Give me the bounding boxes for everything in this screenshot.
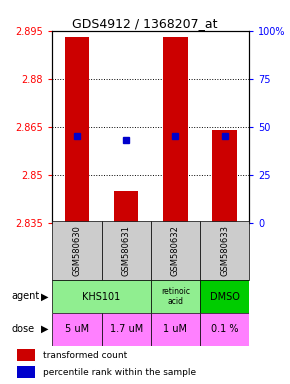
Text: ▶: ▶	[41, 291, 49, 301]
Bar	[17, 366, 35, 379]
Text: transformed count: transformed count	[43, 351, 128, 360]
Text: GSM580632: GSM580632	[171, 225, 180, 276]
Bar	[64, 37, 89, 223]
Text: 1 uM: 1 uM	[164, 324, 187, 334]
Bar	[102, 221, 151, 280]
Text: 0.1 %: 0.1 %	[211, 324, 238, 334]
Bar	[151, 221, 200, 280]
Text: GDS4912 / 1368207_at: GDS4912 / 1368207_at	[72, 17, 218, 30]
Bar	[151, 280, 200, 313]
Text: GSM580631: GSM580631	[122, 225, 131, 276]
Text: dose: dose	[12, 324, 35, 334]
Bar	[52, 313, 102, 346]
Text: agent: agent	[12, 291, 40, 301]
Bar	[151, 313, 200, 346]
Text: KHS101: KHS101	[82, 291, 121, 302]
Bar	[163, 37, 188, 223]
Text: DMSO: DMSO	[210, 291, 240, 302]
Text: percentile rank within the sample: percentile rank within the sample	[43, 368, 196, 377]
Bar	[200, 280, 249, 313]
Text: 1.7 uM: 1.7 uM	[110, 324, 143, 334]
Bar	[114, 191, 139, 223]
Text: 5 uM: 5 uM	[65, 324, 89, 334]
Bar	[200, 313, 249, 346]
Bar	[200, 221, 249, 280]
Text: GSM580630: GSM580630	[72, 225, 81, 276]
Bar	[213, 130, 237, 223]
Text: ▶: ▶	[41, 324, 49, 334]
Bar	[52, 280, 151, 313]
Bar	[52, 221, 102, 280]
Bar	[17, 349, 35, 361]
Text: retinoic
acid: retinoic acid	[161, 287, 190, 306]
Text: GSM580633: GSM580633	[220, 225, 229, 276]
Bar	[102, 313, 151, 346]
